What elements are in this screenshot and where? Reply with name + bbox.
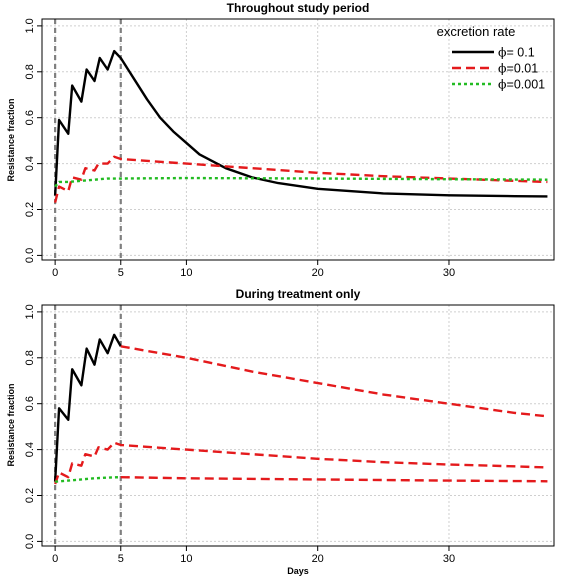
x-tick-label: 0 [52,267,58,279]
series-line [54,176,548,188]
panel-throughout-study-period: Throughout study period Resistance fract… [6,1,555,279]
y-tick-label: 0.8 [24,350,36,365]
y-tick-label: 0.0 [24,534,36,549]
series-line [120,475,548,483]
legend-title: excretion rate [437,24,516,39]
legend-entry-label: ϕ= 0.1 [498,45,535,60]
series-line [53,441,548,485]
series-line [120,345,548,418]
y-tick-label: 0.6 [24,110,36,125]
x-tick-label: 10 [180,553,192,565]
panel-during-treatment-only: During treatment only Resistance fractio… [6,287,555,576]
y-tick-label: 0.4 [24,156,36,171]
legend-entry-label: ϕ=0.01 [498,61,538,76]
y-axis-label: Resistance fraction [6,98,16,181]
series-line [53,155,548,203]
x-tick-label: 30 [443,553,455,565]
x-tick-label: 5 [118,267,124,279]
series-line [55,475,121,483]
x-tick-label: 20 [312,553,324,565]
y-tick-label: 0.8 [24,64,36,79]
y-tick-label: 0.4 [24,442,36,457]
y-tick-label: 1.0 [24,304,36,319]
y-axis-label: Resistance fraction [6,383,16,466]
legend-entry-label: ϕ=0.001 [498,77,545,92]
series-line [53,333,122,482]
y-tick-label: 0.6 [24,396,36,411]
x-tick-label: 30 [443,267,455,279]
series-line [53,49,548,198]
x-axis-label: Days [287,566,309,576]
y-tick-label: 0.2 [24,202,36,217]
y-tick-label: 0.2 [24,488,36,503]
plot-frame [41,304,555,547]
panel-title: During treatment only [236,287,361,301]
plot-frame [41,18,555,261]
x-tick-label: 10 [180,267,192,279]
panel-title: Throughout study period [227,1,370,15]
y-tick-label: 0.0 [24,248,36,263]
x-tick-label: 5 [118,553,124,565]
y-tick-label: 1.0 [24,18,36,33]
x-tick-label: 20 [312,267,324,279]
x-tick-label: 0 [52,553,58,565]
